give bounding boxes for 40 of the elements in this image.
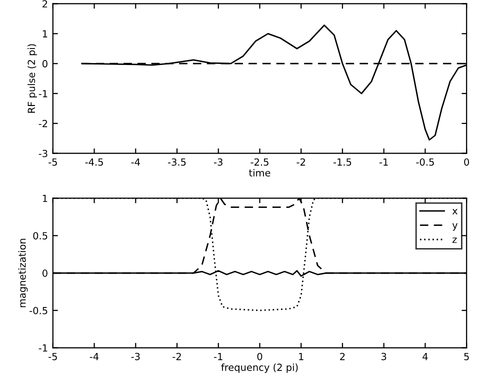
x-tick-label: -4: [90, 352, 99, 360]
x-tick-label: -0.5: [416, 158, 434, 166]
y-tick-label: 0: [42, 270, 48, 277]
y-axis-title: magnetization: [18, 238, 28, 308]
x-tick-label: -4: [131, 158, 140, 166]
y-tick-label: 1: [42, 194, 48, 202]
legend-label: z: [452, 238, 457, 243]
x-tick-label: 2: [340, 352, 345, 360]
x-tick-label: 1: [299, 352, 304, 360]
y-tick-label: 0: [42, 60, 48, 68]
x-axis-title: frequency (2 pi): [221, 363, 298, 373]
x-tick-label: -1: [379, 158, 388, 166]
x-tick-label: -5: [48, 158, 57, 166]
x-tick-label: -1.5: [333, 158, 352, 166]
y-tick-label: 0.5: [33, 232, 48, 240]
y-tick-label: -1: [38, 344, 48, 352]
y-tick-label: -0.5: [30, 306, 48, 314]
x-tick-label: 5: [464, 352, 469, 360]
x-tick-label: -3.5: [168, 158, 186, 166]
x-tick-label: 0: [257, 352, 262, 360]
legend-label: x: [452, 209, 458, 214]
x-tick-label: 4: [422, 352, 428, 360]
x-tick-label: -2.5: [250, 158, 268, 166]
legend-label: y: [452, 223, 458, 231]
x-tick-label: -3: [131, 352, 140, 360]
x-tick-label: -2: [172, 352, 181, 360]
y-tick-label: -3: [38, 150, 48, 158]
x-tick-label: -3: [214, 158, 222, 166]
x-tick-label: -4.5: [85, 158, 103, 166]
x-axis-title: time: [249, 169, 270, 177]
x-tick-label: -5: [48, 352, 57, 360]
y-tick-label: -2: [38, 120, 48, 128]
y-tick-label: -1: [38, 90, 48, 98]
y-tick-label: 1: [42, 30, 48, 38]
x-tick-label: 0: [464, 158, 470, 166]
x-tick-label: -1: [214, 352, 222, 360]
y-axis-title: RF pulse (2 pi): [28, 44, 37, 113]
x-tick-label: 3: [381, 352, 386, 360]
y-tick-label: 2: [42, 0, 48, 8]
x-tick-label: -2: [296, 158, 305, 166]
